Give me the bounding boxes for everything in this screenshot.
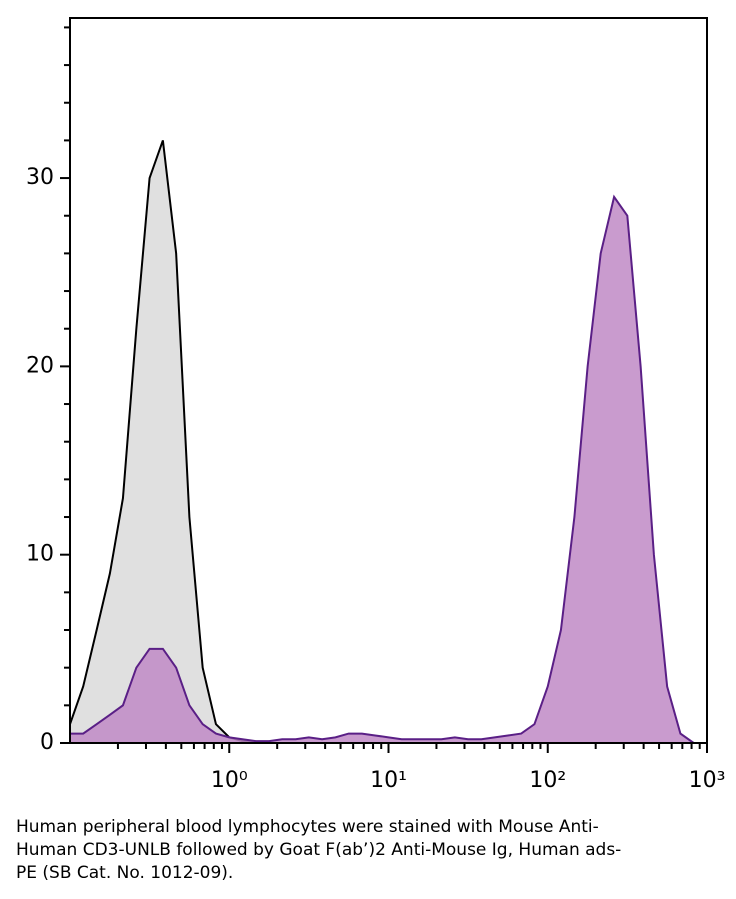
y-tick-label: 10: [26, 542, 54, 567]
x-tick-label: 10²: [529, 768, 566, 793]
caption: Human peripheral blood lymphocytes were …: [16, 817, 622, 883]
chart: 0 10 20 30 10⁰ 10¹ 10² 10³: [26, 17, 726, 793]
y-tick-label: 20: [26, 353, 54, 378]
x-tick-label: 10¹: [370, 768, 407, 793]
y-tick-label: 0: [40, 730, 54, 755]
x-tick-label: 10³: [689, 768, 726, 793]
histogram-line: [70, 194, 707, 744]
x-tick-label: 10⁰: [211, 768, 248, 793]
histogram-fill: [70, 196, 707, 743]
y-tick-label: 30: [26, 165, 54, 190]
